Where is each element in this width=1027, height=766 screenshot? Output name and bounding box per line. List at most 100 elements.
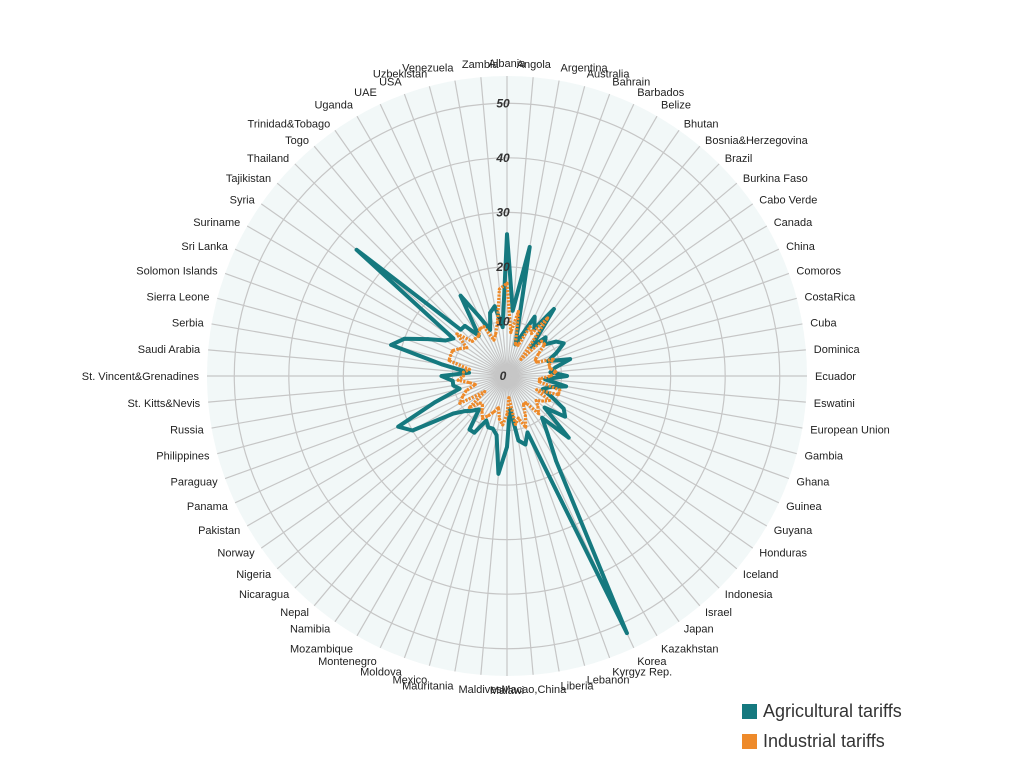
category-label: Paraguay — [171, 476, 219, 488]
category-label: Eswatini — [814, 398, 855, 410]
data-point-agricultural — [402, 336, 407, 341]
category-label: CostaRica — [805, 291, 857, 303]
category-label: Japan — [684, 623, 714, 635]
data-point-industrial — [540, 339, 544, 343]
data-point-industrial — [497, 406, 500, 410]
data-point-industrial — [501, 423, 505, 427]
data-point-industrial — [494, 332, 498, 336]
category-label: Brazil — [725, 153, 753, 165]
data-point-agricultural — [554, 351, 559, 355]
category-label: Thailand — [247, 153, 289, 165]
data-point-industrial — [556, 393, 560, 397]
data-point-industrial — [514, 422, 517, 426]
category-label: Mauritania — [402, 680, 454, 692]
data-point-industrial — [507, 396, 511, 400]
data-point-industrial — [482, 325, 486, 329]
data-point-industrial — [516, 310, 520, 313]
grid-spoke — [506, 375, 806, 403]
category-label: Iceland — [743, 569, 778, 581]
legend-item-agricultural[interactable]: Agricultural tariffs — [742, 696, 902, 726]
data-point-industrial — [541, 399, 545, 403]
data-point-agricultural — [491, 426, 495, 431]
grid-spoke — [506, 297, 797, 377]
tick-label: 40 — [495, 151, 510, 165]
chart-legend: Agricultural tariffs Industrial tariffs — [742, 696, 902, 756]
data-point-industrial — [535, 360, 539, 364]
grid-spoke — [428, 86, 508, 377]
data-point-industrial — [458, 401, 462, 405]
data-point-industrial — [467, 381, 471, 385]
category-label: Mexico — [392, 675, 427, 687]
category-label: Korea — [637, 656, 667, 668]
data-point-industrial — [465, 346, 469, 350]
data-point-agricultural — [472, 430, 477, 435]
data-point-industrial — [455, 332, 459, 336]
category-label: Sri Lanka — [181, 241, 228, 253]
data-point-agricultural — [463, 324, 467, 328]
category-label: Bosnia&Herzegovina — [705, 135, 809, 147]
data-point-agricultural — [500, 325, 505, 329]
category-label: Mozambique — [290, 644, 353, 656]
grid-spoke — [506, 129, 680, 377]
data-point-industrial — [483, 390, 487, 394]
category-label: Guyana — [774, 525, 813, 537]
data-point-industrial — [548, 399, 551, 402]
data-point-industrial — [558, 388, 562, 392]
legend-item-industrial[interactable]: Industrial tariffs — [742, 726, 902, 756]
data-point-industrial — [524, 401, 528, 405]
data-point-industrial — [496, 320, 499, 324]
category-label: Angola — [517, 59, 552, 71]
data-point-agricultural — [389, 343, 393, 347]
grid-spoke — [234, 248, 508, 377]
category-label: Comoros — [796, 266, 841, 278]
grid-spoke — [506, 375, 658, 637]
data-point-industrial — [492, 410, 496, 414]
data-point-agricultural — [554, 339, 558, 344]
category-label: Sierra Leone — [147, 291, 210, 303]
category-label: Dominica — [814, 344, 861, 356]
data-point-agricultural — [433, 400, 438, 404]
data-point-agricultural — [451, 411, 456, 416]
data-point-industrial — [461, 395, 464, 399]
category-label: St. Kitts&Nevis — [127, 398, 200, 410]
data-point-agricultural — [451, 336, 456, 341]
data-point-agricultural — [467, 427, 472, 432]
data-point-agricultural — [545, 432, 550, 436]
data-point-industrial — [547, 363, 551, 367]
data-point-industrial — [551, 357, 555, 361]
category-label: China — [786, 241, 816, 253]
data-point-agricultural — [625, 631, 629, 635]
data-point-agricultural — [532, 314, 537, 319]
data-point-agricultural — [563, 414, 567, 419]
category-label: Guinea — [786, 501, 822, 513]
data-point-agricultural — [451, 383, 456, 388]
data-point-industrial — [481, 417, 484, 420]
tick-label: 20 — [495, 260, 510, 274]
grid-spoke — [506, 77, 534, 377]
data-point-agricultural — [566, 435, 571, 440]
data-point-agricultural — [488, 311, 492, 315]
category-label: Bahrain — [612, 77, 650, 89]
category-label: Lebanon — [587, 675, 630, 687]
data-point-agricultural — [540, 416, 544, 420]
category-label: Russia — [170, 425, 205, 437]
data-point-agricultural — [486, 425, 491, 430]
category-label: Zambia — [462, 59, 500, 71]
data-point-agricultural — [505, 232, 509, 236]
category-label: Bhutan — [684, 119, 719, 131]
data-point-agricultural — [458, 327, 463, 332]
category-label: USA — [379, 77, 402, 89]
category-label: Barbados — [637, 87, 685, 99]
data-point-agricultural — [549, 394, 554, 399]
grid-spoke — [211, 375, 508, 429]
data-point-agricultural — [543, 335, 548, 340]
data-point-industrial — [467, 367, 471, 371]
data-point-industrial — [462, 370, 465, 374]
data-point-agricultural — [467, 370, 471, 375]
data-point-industrial — [514, 342, 517, 346]
grid-spoke — [224, 272, 508, 377]
category-label: Saudi Arabia — [138, 344, 201, 356]
data-point-industrial — [528, 325, 532, 329]
data-point-agricultural — [457, 386, 462, 391]
